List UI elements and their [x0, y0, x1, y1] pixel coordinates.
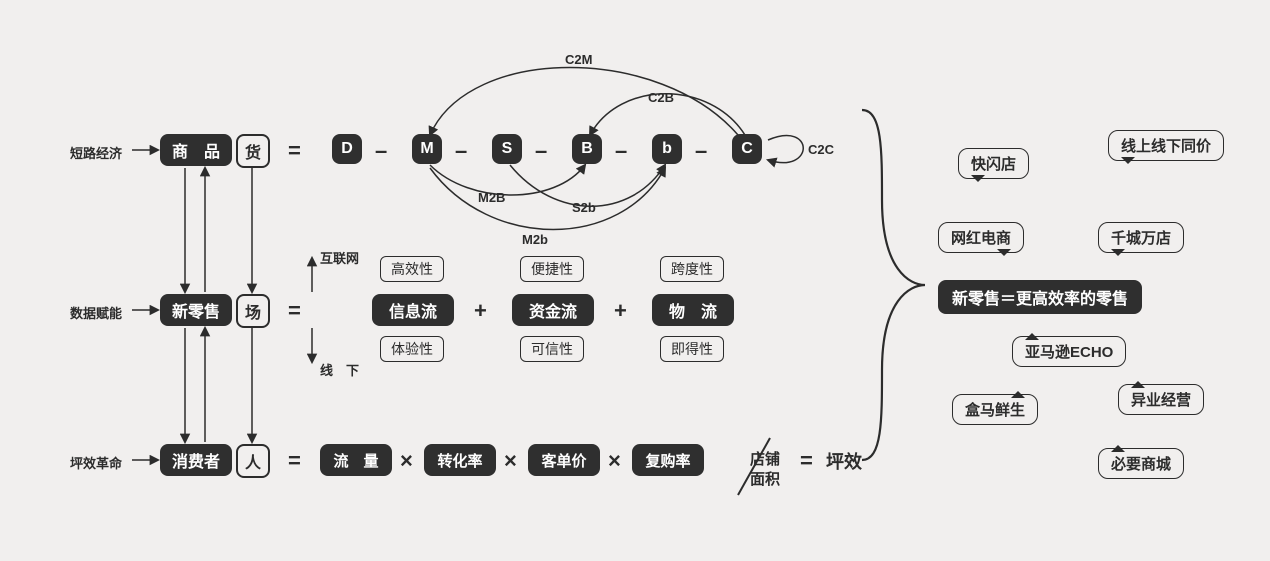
bubble-e: 亚马逊ECHO — [1012, 336, 1126, 367]
row1-left-label: 短路经济 — [70, 143, 122, 162]
row3-big-chip: 消费者 — [160, 444, 232, 476]
edge-label-m2b: M2B — [478, 190, 505, 205]
term-4: 复购率 — [632, 444, 704, 476]
denom-1: 店铺 — [750, 448, 780, 469]
row3-result: 坪效 — [826, 448, 862, 474]
row1-minus-2: – — [455, 138, 467, 164]
node-C: C — [732, 134, 762, 164]
right-headline: 新零售＝更高效率的零售 — [938, 280, 1142, 314]
edge-label-c2m: C2M — [565, 52, 592, 67]
bubble-d: 千城万店 — [1098, 222, 1184, 253]
row2-eq: = — [288, 298, 301, 324]
bubble-g: 异业经营 — [1118, 384, 1204, 415]
row3-eq2: = — [800, 448, 813, 474]
flow3-title: 物 流 — [652, 294, 734, 326]
flow1-title: 信息流 — [372, 294, 454, 326]
term-2: 转化率 — [424, 444, 496, 476]
flow3-bottom: 即得性 — [660, 336, 724, 362]
node-B: B — [572, 134, 602, 164]
row3-x3: × — [608, 448, 621, 474]
bubble-c: 网红电商 — [938, 222, 1024, 253]
node-M: M — [412, 134, 442, 164]
row2-down-label: 线 下 — [320, 360, 359, 379]
term-3: 客单价 — [528, 444, 600, 476]
row3-eq: = — [288, 448, 301, 474]
flow2-title: 资金流 — [512, 294, 594, 326]
row2-up-label: 互联网 — [320, 248, 359, 267]
row3-small-chip: 人 — [236, 444, 270, 478]
flow2-top: 便捷性 — [520, 256, 584, 282]
node-S: S — [492, 134, 522, 164]
flow1-top: 高效性 — [380, 256, 444, 282]
row1-minus-4: – — [615, 138, 627, 164]
row2-small-chip: 场 — [236, 294, 270, 328]
term-1: 流 量 — [320, 444, 392, 476]
row2-big-chip: 新零售 — [160, 294, 232, 326]
row2-plus-1: + — [474, 298, 487, 324]
flow3-top: 跨度性 — [660, 256, 724, 282]
edge-label-c2b: C2B — [648, 90, 674, 105]
flow1-bottom: 体验性 — [380, 336, 444, 362]
row1-minus-5: – — [695, 138, 707, 164]
flow2-bottom: 可信性 — [520, 336, 584, 362]
row3-x2: × — [504, 448, 517, 474]
denom-2: 面积 — [750, 468, 780, 489]
row1-eq: = — [288, 138, 301, 164]
row3-left-label: 坪效革命 — [70, 453, 122, 472]
row1-big-chip: 商 品 — [160, 134, 232, 166]
edge-label-s2b: S2b — [572, 200, 596, 215]
node-b: b — [652, 134, 682, 164]
row3-x1: × — [400, 448, 413, 474]
row1-minus-1: – — [375, 138, 387, 164]
bubble-f: 盒马鲜生 — [952, 394, 1038, 425]
row2-left-label: 数据赋能 — [70, 303, 122, 322]
node-D: D — [332, 134, 362, 164]
row2-plus-2: + — [614, 298, 627, 324]
bubble-a: 快闪店 — [958, 148, 1029, 179]
bubble-h: 必要商城 — [1098, 448, 1184, 479]
bubble-b: 线上线下同价 — [1108, 130, 1224, 161]
row1-minus-3: – — [535, 138, 547, 164]
edge-label-c2c: C2C — [808, 142, 834, 157]
edge-label-m2b2: M2b — [522, 232, 548, 247]
row1-small-chip: 货 — [236, 134, 270, 168]
